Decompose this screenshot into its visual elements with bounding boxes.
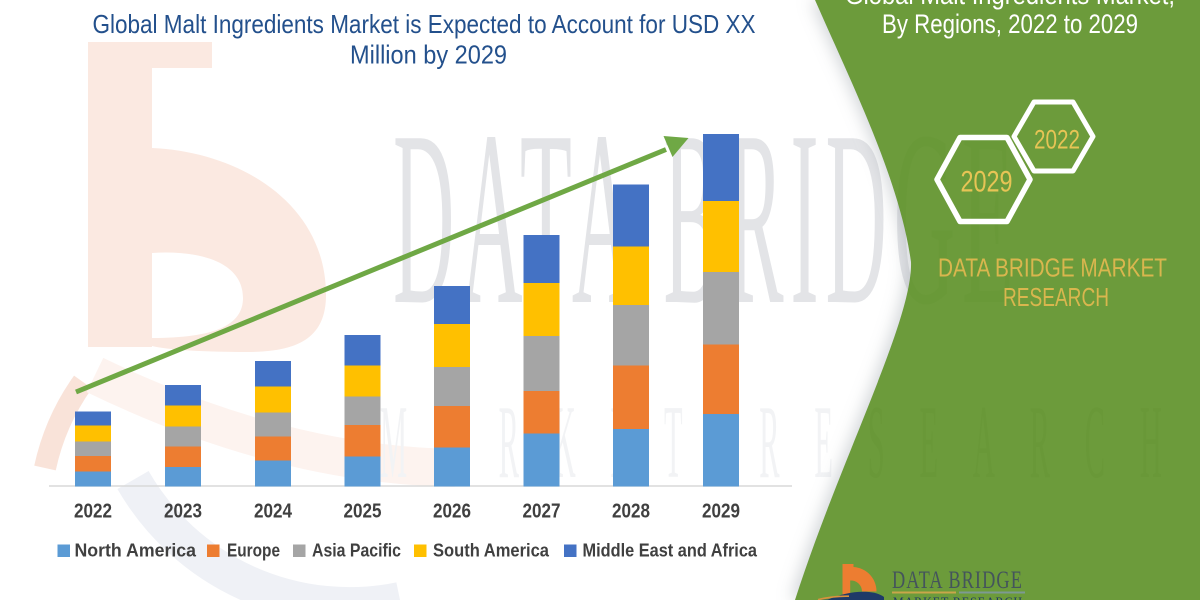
svg-text:2023: 2023 xyxy=(164,501,202,523)
svg-text:Global Malt Ingredients Market: Global Malt Ingredients Market, xyxy=(845,0,1175,10)
svg-text:2024: 2024 xyxy=(254,501,293,523)
svg-text:2028: 2028 xyxy=(612,501,650,523)
svg-text:Europe: Europe xyxy=(227,540,280,561)
svg-text:2026: 2026 xyxy=(433,501,471,523)
svg-text:South America: South America xyxy=(433,540,550,561)
svg-text:DATA BRIDGE MARKET: DATA BRIDGE MARKET xyxy=(938,253,1167,283)
svg-text:DATA BRIDGE: DATA BRIDGE xyxy=(892,567,1023,594)
svg-text:2022: 2022 xyxy=(74,501,112,523)
svg-text:2029: 2029 xyxy=(961,166,1013,199)
svg-text:By Regions, 2022 to 2029: By Regions, 2022 to 2029 xyxy=(882,9,1138,39)
svg-text:2029: 2029 xyxy=(702,501,740,523)
svg-text:2022: 2022 xyxy=(1034,125,1080,155)
svg-text:RESEARCH: RESEARCH xyxy=(1003,282,1109,312)
svg-text:MARKET RESEARCH: MARKET RESEARCH xyxy=(893,594,1023,600)
svg-text:Asia Pacific: Asia Pacific xyxy=(312,540,401,561)
svg-text:Middle East and Africa: Middle East and Africa xyxy=(583,540,758,561)
svg-text:Global Malt Ingredients Market: Global Malt Ingredients Market is Expect… xyxy=(93,9,756,39)
svg-text:North America: North America xyxy=(75,540,197,561)
svg-text:Million by 2029: Million by 2029 xyxy=(350,40,507,70)
svg-text:2025: 2025 xyxy=(344,501,382,523)
svg-text:2027: 2027 xyxy=(523,501,561,523)
